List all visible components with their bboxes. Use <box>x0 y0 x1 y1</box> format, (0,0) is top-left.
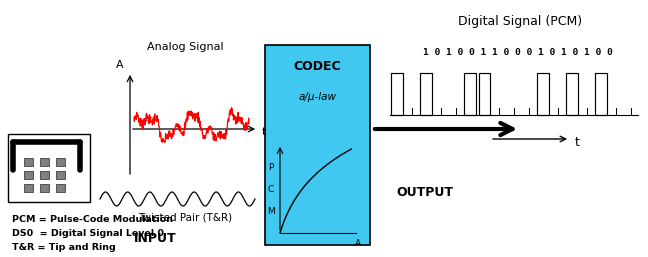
Bar <box>265 45 370 245</box>
Text: 1 0 1 0 0 1 1 0 0 0 1 0 1 0 1 0 0: 1 0 1 0 0 1 1 0 0 0 1 0 1 0 1 0 0 <box>423 48 613 57</box>
Bar <box>537 73 549 115</box>
Text: A: A <box>116 60 124 70</box>
Bar <box>566 73 578 115</box>
Bar <box>40 158 49 166</box>
Bar <box>56 184 65 192</box>
Bar <box>8 134 90 202</box>
Bar <box>40 171 49 179</box>
Text: t: t <box>575 135 580 149</box>
Text: T&R = Tip and Ring: T&R = Tip and Ring <box>12 243 116 252</box>
Text: C: C <box>268 185 274 194</box>
Bar <box>56 171 65 179</box>
Text: OUTPUT: OUTPUT <box>397 186 454 198</box>
Bar <box>391 73 403 115</box>
Bar <box>23 184 32 192</box>
Text: t: t <box>262 127 266 137</box>
Bar <box>56 158 65 166</box>
Text: Digital Signal (PCM): Digital Signal (PCM) <box>458 15 582 29</box>
Bar <box>23 171 32 179</box>
Text: INPUT: INPUT <box>133 233 176 245</box>
Text: PCM = Pulse-Code Modulation: PCM = Pulse-Code Modulation <box>12 215 173 224</box>
Text: CODEC: CODEC <box>294 60 341 74</box>
Bar <box>23 158 32 166</box>
Bar <box>40 184 49 192</box>
Text: DS0  = Digital Signal Level 0: DS0 = Digital Signal Level 0 <box>12 228 164 237</box>
Bar <box>479 73 491 115</box>
Text: M: M <box>267 207 275 216</box>
Text: Analog Signal: Analog Signal <box>146 42 224 52</box>
Text: a/μ-law: a/μ-law <box>299 92 336 102</box>
Bar <box>421 73 432 115</box>
Bar <box>464 73 476 115</box>
Text: A: A <box>355 238 362 247</box>
Bar <box>596 73 607 115</box>
Text: P: P <box>268 163 273 172</box>
Text: Twisted Pair (T&R): Twisted Pair (T&R) <box>138 212 232 222</box>
